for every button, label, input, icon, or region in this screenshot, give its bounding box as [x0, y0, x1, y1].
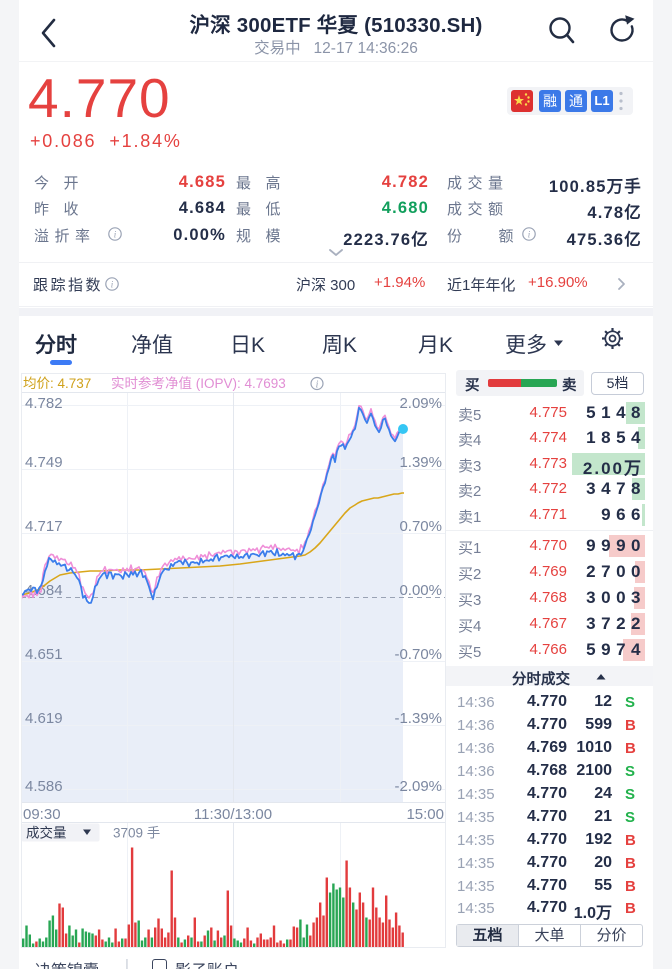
- svg-text:4.619: 4.619: [25, 710, 63, 727]
- svg-text:-0.70%: -0.70%: [394, 646, 442, 663]
- svg-text:0.70%: 0.70%: [399, 518, 442, 535]
- svg-text:4.749: 4.749: [25, 454, 63, 471]
- svg-text:2.09%: 2.09%: [399, 395, 442, 412]
- svg-text:-2.09%: -2.09%: [394, 778, 442, 795]
- svg-text:09:30: 09:30: [23, 806, 61, 823]
- svg-text:i: i: [114, 230, 117, 240]
- svg-text:i: i: [111, 280, 114, 290]
- svg-text:4.586: 4.586: [25, 778, 63, 795]
- svg-text:均价: 4.737: 均价: 4.737: [23, 376, 91, 391]
- svg-text:1.39%: 1.39%: [399, 454, 442, 471]
- svg-text:11:30/13:00: 11:30/13:00: [194, 806, 272, 823]
- svg-text:实时参考净值 (IOPV): 4.7693: 实时参考净值 (IOPV): 4.7693: [111, 375, 286, 391]
- svg-text:3709 手: 3709 手: [113, 826, 160, 841]
- svg-text:i: i: [316, 380, 319, 391]
- svg-text:4.782: 4.782: [25, 395, 63, 412]
- svg-text:-1.39%: -1.39%: [394, 710, 442, 727]
- svg-text:i: i: [528, 230, 531, 240]
- svg-text:15:00: 15:00: [406, 806, 444, 823]
- svg-text:4.651: 4.651: [25, 646, 63, 663]
- svg-text:4.717: 4.717: [25, 518, 63, 535]
- svg-text:0.00%: 0.00%: [399, 582, 442, 599]
- svg-text:成交量: 成交量: [26, 825, 67, 841]
